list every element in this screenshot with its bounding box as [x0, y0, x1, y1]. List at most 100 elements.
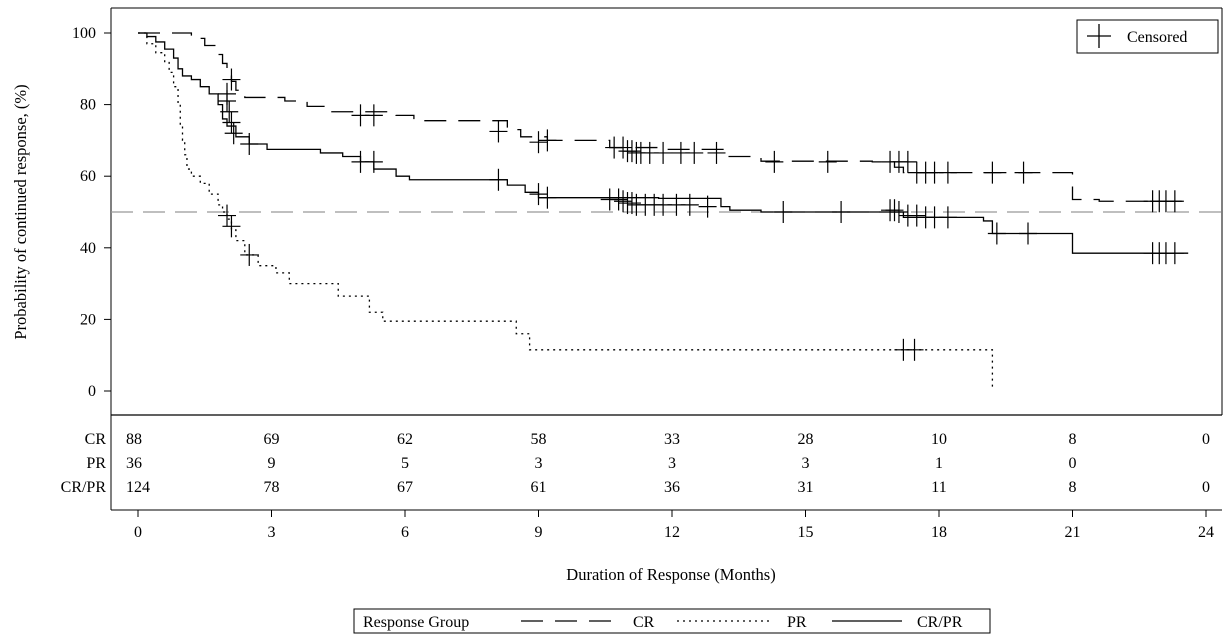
legend-label-crpr: CR/PR: [917, 614, 963, 631]
censor-mark: [898, 150, 917, 173]
censor-mark: [489, 168, 508, 191]
x-tick-label: 12: [664, 524, 680, 541]
legend-label-cr: CR: [633, 614, 655, 631]
risk-count: 28: [798, 431, 814, 448]
x-tick-label: 15: [798, 524, 814, 541]
censor-mark: [698, 195, 717, 218]
censor-mark: [685, 141, 704, 164]
censor-mark: [222, 111, 241, 134]
censor-mark: [987, 222, 1006, 245]
censor-mark: [489, 120, 508, 143]
censor-mark: [222, 68, 241, 91]
censor-mark: [364, 104, 383, 127]
censor-mark: [218, 90, 236, 113]
x-tick-label: 9: [535, 524, 543, 541]
series-line-pr: [138, 32, 994, 388]
risk-count: 61: [531, 479, 547, 496]
censor-mark: [1014, 161, 1033, 184]
risk-row-label: CR: [85, 431, 107, 448]
risk-count: 36: [126, 455, 142, 472]
risk-count: 0: [1069, 455, 1077, 472]
censor-mark: [938, 161, 957, 184]
censor-mark: [622, 192, 641, 215]
censor-mark: [1165, 242, 1184, 265]
censor-layer: [218, 68, 1184, 361]
x-axis: 0 3 6 9 12 15 18 21 24: [134, 510, 1214, 541]
risk-count: 0: [1202, 431, 1210, 448]
censor-mark: [983, 161, 1002, 184]
risk-row-label: CR/PR: [61, 479, 107, 496]
censor-mark: [240, 243, 259, 266]
risk-count: 78: [264, 479, 280, 496]
risk-count: 69: [264, 431, 280, 448]
risk-count: 62: [397, 431, 413, 448]
censor-mark: [529, 183, 548, 206]
x-tick-label: 24: [1198, 524, 1214, 541]
x-tick-label: 21: [1065, 524, 1081, 541]
censor-legend: Censored: [1076, 19, 1219, 54]
risk-count: 31: [798, 479, 814, 496]
plot-frame: [110, 7, 1223, 511]
censor-mark: [889, 201, 908, 223]
y-tick-label: 80: [80, 97, 96, 114]
risk-count: 33: [664, 431, 680, 448]
censor-mark: [240, 132, 259, 155]
risk-count: 3: [802, 455, 810, 472]
censor-mark: [818, 150, 837, 173]
censor-mark: [654, 141, 673, 164]
censor-mark: [774, 201, 793, 223]
censor-mark: [622, 140, 641, 163]
censor-mark: [907, 204, 926, 227]
risk-count: 3: [668, 455, 676, 472]
risk-count: 8: [1069, 479, 1077, 496]
risk-count: 0: [1202, 479, 1210, 496]
censor-legend-icon: [1087, 24, 1111, 48]
y-tick-label: 0: [88, 383, 96, 400]
censor-mark: [832, 201, 851, 223]
censor-mark: [905, 338, 924, 361]
series-layer: [138, 32, 1189, 388]
x-tick-label: 3: [268, 524, 276, 541]
legend-title: Response Group: [363, 614, 469, 631]
risk-count: 1: [935, 455, 943, 472]
censor-mark: [609, 188, 628, 211]
risk-row-label: PR: [86, 455, 106, 472]
x-tick-label: 0: [134, 524, 142, 541]
x-tick-label: 18: [931, 524, 947, 541]
risk-count: 88: [126, 431, 142, 448]
y-axis: 0 20 40 60 80 100: [72, 25, 111, 400]
censor-mark: [885, 199, 904, 222]
x-tick-label: 6: [401, 524, 409, 541]
censor-mark: [224, 122, 243, 145]
risk-table: CR 88 69 62 58 33 28 10 8 0PR 36 9 5 3 3 3 1 0CR/PR 124 78 6…: [61, 431, 1210, 496]
legend-label-pr: PR: [787, 614, 807, 631]
censor-mark: [1165, 190, 1184, 213]
censor-mark: [220, 100, 239, 123]
censor-mark: [538, 129, 557, 152]
risk-count: 5: [401, 455, 409, 472]
y-tick-label: 40: [80, 240, 96, 257]
censor-mark: [680, 193, 699, 216]
risk-count: 58: [531, 431, 547, 448]
censor-mark: [707, 141, 726, 164]
legend: Response Group CR PR CR/PR: [353, 608, 991, 634]
risk-count: 124: [126, 479, 150, 496]
risk-count: 36: [664, 479, 680, 496]
risk-count: 3: [535, 455, 543, 472]
y-axis-title: Probability of continued response, (%): [11, 84, 30, 339]
y-tick-label: 60: [80, 168, 96, 185]
x-axis-title: Duration of Response (Months): [566, 565, 775, 584]
censor-mark: [614, 190, 633, 213]
risk-count: 10: [931, 431, 947, 448]
risk-count: 9: [268, 455, 276, 472]
risk-count: 8: [1069, 431, 1077, 448]
censor-mark: [938, 206, 957, 229]
censor-mark: [222, 215, 241, 238]
censor-mark: [529, 131, 548, 154]
censor-mark: [218, 204, 236, 227]
censor-legend-label: Censored: [1127, 29, 1187, 46]
risk-count: 11: [931, 479, 946, 496]
series-line-cr: [138, 32, 1184, 202]
risk-count: 67: [397, 479, 413, 496]
